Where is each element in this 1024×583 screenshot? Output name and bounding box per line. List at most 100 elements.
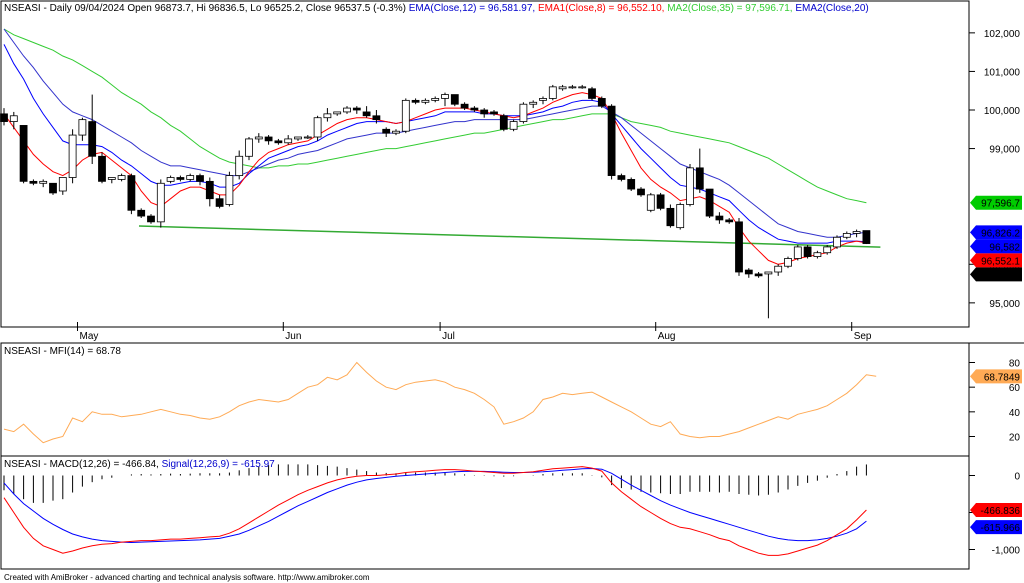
candle [597,98,606,107]
month-label: Jun [285,331,301,342]
candles [0,84,871,319]
candle [88,121,97,157]
mfi-tick-label: 40 [1009,408,1021,419]
candle [499,115,508,130]
macd-badge [970,520,1022,535]
candle [9,115,18,122]
price-indicator-lines [3,28,867,265]
candle [352,107,361,111]
ema8-label: EMA1(Close,8) = 96,552.10, [538,3,664,14]
candle [764,271,773,275]
ema12-line [3,44,867,244]
candle [29,180,38,184]
candle [676,204,685,229]
candle [842,233,851,238]
candle [98,155,106,182]
macd-tick-label: -1,000 [992,546,1021,557]
price-badge-label: 96,826.2 [981,228,1020,239]
candle [548,86,557,99]
month-label: Jul [442,331,455,342]
candle [862,230,871,244]
candle [205,180,214,200]
candle [392,130,400,134]
candle [137,209,146,217]
price-tick-label: 100,000 [984,106,1021,117]
candle [264,136,273,142]
candle [578,86,587,89]
candle [156,182,165,223]
candle [215,198,224,207]
candle [107,177,116,180]
macd-header: NSEASI - MACD(12,26) = -466.84, Signal(1… [4,459,275,470]
candle [127,175,136,211]
candle [176,177,185,180]
price-badge-label: 97,596.7 [981,199,1020,210]
ema20-line [3,28,867,238]
candle [744,269,753,275]
candle [588,88,596,99]
candle [294,136,302,140]
candle [382,128,391,134]
price-header-prefix: NSEASI - Daily 09/04/2024 Open 96873.7, … [4,3,406,14]
candle [558,86,567,90]
candle [852,231,861,234]
price-badge [970,195,1022,210]
macd-histogram [3,464,867,503]
candle [833,236,841,248]
price-badge [970,253,1022,268]
candle [715,215,724,221]
candle [0,113,8,122]
signal-line [3,467,867,544]
mfi-tick-label: 60 [1009,383,1021,394]
price-badge-label: 96,552.1 [981,256,1020,267]
candle [323,113,332,119]
macd-line [3,466,867,556]
footer-credit: Created with AmiBroker - advanced charti… [4,573,370,582]
price-tick-label: 95,000 [989,299,1020,310]
ema8-line [3,92,867,265]
candle [39,180,48,184]
candle [225,175,234,205]
macd-badge [970,503,1022,518]
candle [196,175,204,182]
mfi-line: 68.7849 [3,361,1022,444]
candle [235,155,244,176]
candle [441,94,449,99]
mfi-axis: 80 60 40 20 [969,359,1020,444]
candle [823,246,832,254]
candle [254,136,263,140]
candle [431,98,440,101]
candle [470,107,479,111]
candle [411,99,420,103]
candle [637,188,645,196]
ma35-line [3,28,867,204]
candle [303,136,312,139]
candle [607,105,616,176]
candle [735,221,743,273]
candle [490,111,498,115]
signal-label: Signal(12,26,9) = -615.97 [162,459,276,470]
candle [245,138,253,157]
candle [362,111,371,117]
price-tick-label: 99,000 [989,145,1020,156]
candle [186,175,195,180]
mfi-series-line [3,361,877,444]
candle [627,179,636,190]
price-badge [970,239,1022,254]
macd-tick-label: 0 [1014,472,1020,483]
candle [695,167,704,190]
price-panel-frame [0,0,970,328]
candle [617,175,626,180]
candle [274,140,283,144]
mfi-header: NSEASI - MFI(14) = 68.78 [4,346,121,357]
candle [666,207,675,227]
price-tick-label: 101,000 [984,67,1021,78]
price-badges: 97,596.7 96,826.2 96,582 96,552.1 96,537.5 [970,195,1022,282]
candle [646,194,655,211]
price-badge [970,225,1022,240]
candle [568,86,577,89]
support-trendline [138,225,881,248]
candle [460,103,469,109]
candle [166,177,175,182]
